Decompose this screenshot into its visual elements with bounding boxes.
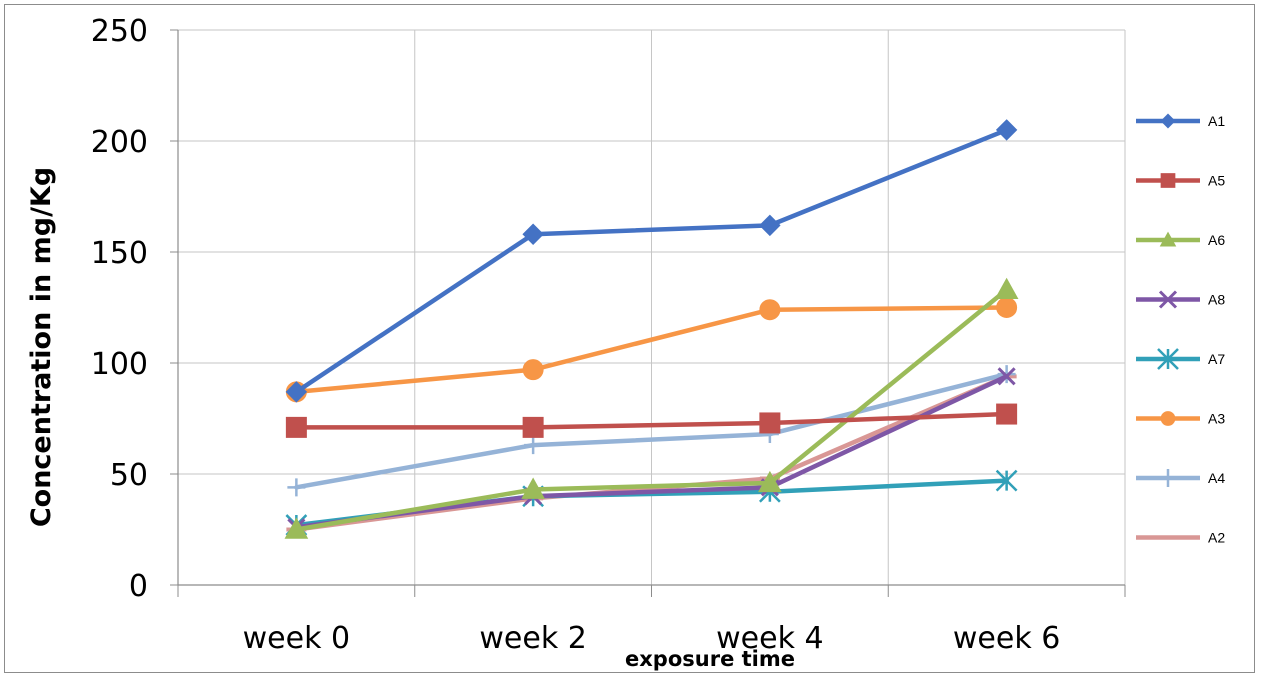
legend-label: A4 [1208,470,1225,486]
data-point [521,477,545,499]
x-axis-label: exposure time [625,647,795,671]
legend-label: A3 [1208,411,1225,427]
legend-marker [1159,231,1177,247]
data-point [285,381,308,403]
data-point [996,403,1018,425]
data-point [524,436,543,455]
legend-marker [1157,348,1179,370]
x-tick-labels: week 0 week 2 week 4 week 6 [243,621,1061,656]
series-a4 [287,365,1016,497]
y-tick-label: 250 [91,14,148,49]
data-point [759,412,781,434]
data-point [997,367,1016,386]
legend-item-a1: A1 [1136,113,1225,129]
y-tick-label: 150 [91,236,148,271]
legend-marker [1160,173,1176,188]
chart-frame [4,4,1255,673]
series-a1 [285,119,1018,403]
legend-marker [1160,411,1176,426]
series-a5 [285,403,1018,438]
data-point [759,299,781,321]
legend-item-a7: A7 [1136,348,1225,370]
data-point [522,223,544,245]
legend-item-a3: A3 [1136,411,1225,427]
legend-marker [1158,290,1178,309]
legend-label: A1 [1208,113,1225,129]
y-tick-label: 0 [129,569,148,604]
legend-item-a6: A6 [1136,231,1225,248]
data-point [994,277,1019,300]
data-point [287,478,306,497]
data-point [759,214,781,237]
legend-item-a4: A4 [1136,469,1225,487]
data-point [758,470,782,493]
data-point [996,297,1018,318]
legend-label: A5 [1208,173,1225,189]
series-line [294,287,1009,532]
y-tick-label: 50 [110,458,148,493]
data-point [995,119,1018,141]
series-lines [284,119,1019,539]
series-line [294,371,1009,490]
legend: A1 A5 A6 A8 A7 A3 A4 A2 [1136,113,1225,546]
legend-item-a8: A8 [1136,290,1225,309]
series-line [294,305,1009,395]
legend-marker [1160,113,1176,129]
legend-label: A2 [1208,530,1225,546]
legend-item-a2: A2 [1136,530,1225,546]
series-line [294,127,1009,395]
data-point [522,416,544,438]
x-tick-label: week 2 [479,621,586,656]
y-tick-label: 200 [91,125,148,160]
data-point [522,359,544,381]
series-line [294,411,1009,430]
legend-marker [1159,469,1177,487]
x-tick-label: week 6 [953,621,1060,656]
legend-label: A8 [1208,292,1225,308]
data-point [285,416,307,438]
x-tick-label: week 4 [716,621,823,656]
y-tick-label: 100 [91,347,148,382]
legend-label: A7 [1208,351,1225,367]
axes [170,29,1126,597]
series-a6 [284,277,1019,539]
y-tick-labels: 0 50 100 150 200 250 [91,14,148,604]
legend-item-a5: A5 [1136,173,1225,189]
x-tick-label: week 0 [243,621,350,656]
y-axis-label: Concentration in mg/Kg [26,167,57,527]
legend-label: A6 [1208,232,1225,248]
data-point [284,517,309,539]
data-point [995,469,1018,492]
